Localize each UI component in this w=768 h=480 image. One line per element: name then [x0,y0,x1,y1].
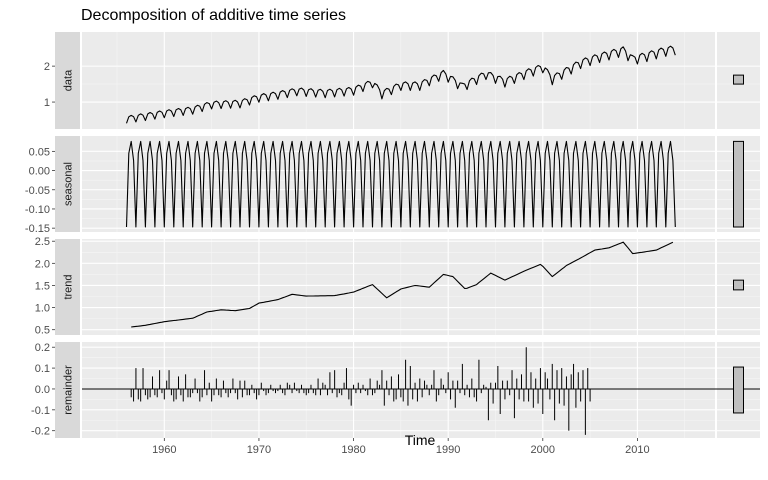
panel-background [82,342,715,438]
x-tick-label: 2010 [625,444,649,456]
x-tick-label: 2000 [531,444,555,456]
y-tick-label: -0.10 [25,204,50,216]
y-tick-label: -0.15 [25,223,50,235]
panels: data12seasonal0.050.00-0.05-0.10-0.15tre… [25,32,760,438]
panel-trend: trend 0.5 1.0 1.5 2.0 2.5 [35,236,760,337]
trend-series-line [131,241,674,328]
x-axis-title: Time [405,432,436,448]
y-tick-label: 1.0 [35,303,50,315]
panel-remainder: remainder 0.2 0.1 0.0 -0.1 -0.2 [31,342,760,438]
x-tick-label: 1960 [152,444,176,456]
range-bar [733,74,744,85]
y-tick-label: 0.5 [35,325,50,337]
range-bar [733,279,744,291]
y-tick-label: 2.5 [35,236,50,248]
data-series-line [125,45,676,124]
y-tick-label: 0.05 [29,146,50,158]
y-tick-label: 2 [44,61,50,73]
facet-label-remainder: remainder [63,365,75,415]
x-axis: 1960 1970 1980 1990 2000 2010 [152,438,650,456]
y-tick-label: 0.0 [35,384,50,396]
x-tick-label: 1970 [247,444,271,456]
facet-strip [55,32,80,129]
x-tick-label: 1980 [341,444,365,456]
y-tick-label: 0.00 [29,166,50,178]
facet-strip [55,239,80,335]
x-tick-label: 1990 [436,444,460,456]
range-bar [733,140,744,228]
facet-strip [55,342,80,438]
facet-strip [55,136,80,232]
y-tick-label: 0.2 [35,342,50,354]
y-tick-label: 1 [44,97,50,109]
range-bar [733,366,744,414]
facet-label-data: data [63,69,75,91]
panel-data: data 1 2 [44,32,760,129]
chart-title: Decomposition of additive time series [81,7,346,24]
y-tick-label: 0.1 [35,363,50,375]
panel-background [82,32,715,129]
facet-label-trend: trend [63,274,75,299]
panel-seasonal: seasonal 0.05 0.00 -0.05 -0.10 -0.15 [25,136,760,235]
seasonal-series-line [125,140,676,228]
y-tick-label: 1.5 [35,280,50,292]
y-tick-label: 2.0 [35,258,50,270]
y-tick-label: -0.1 [31,405,50,417]
y-tick-label: -0.05 [25,185,50,197]
facet-label-seasonal: seasonal [63,162,75,206]
y-tick-label: -0.2 [31,426,50,438]
